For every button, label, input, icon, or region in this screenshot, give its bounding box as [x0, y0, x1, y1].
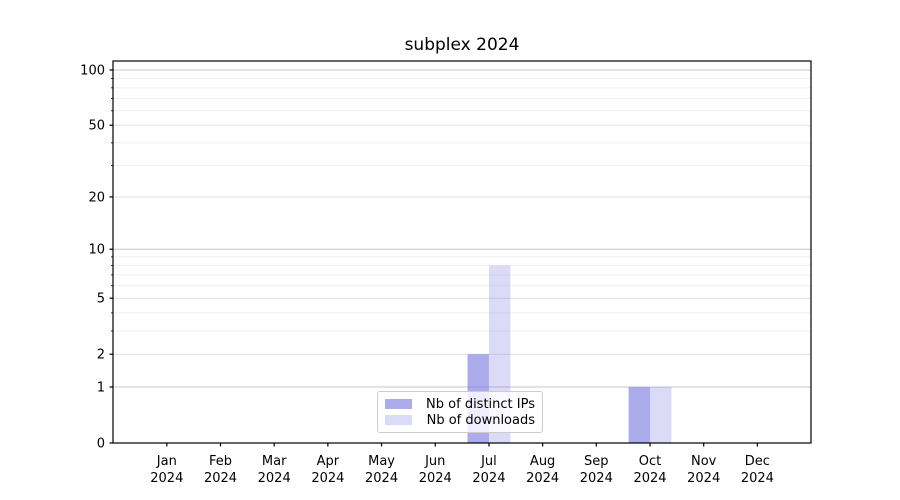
x-tick-label-month: May: [368, 454, 395, 469]
x-tick-label-year: 2024: [419, 471, 452, 486]
x-tick-label-year: 2024: [687, 471, 720, 486]
y-tick-label: 0: [97, 437, 105, 452]
bar-distinct-ips: [628, 386, 651, 443]
y-tick-label: 10: [88, 243, 105, 258]
x-tick-label-month: Nov: [691, 454, 717, 469]
x-tick-label-year: 2024: [204, 471, 237, 486]
x-tick-label-year: 2024: [526, 471, 559, 486]
y-tick-label: 50: [88, 119, 105, 134]
x-tick-label-month: Dec: [745, 454, 770, 469]
chart-title: subplex 2024: [404, 35, 520, 55]
x-tick-label-month: Jul: [480, 454, 497, 469]
legend-swatch-distinct-ips: [385, 399, 412, 409]
x-tick-label-year: 2024: [365, 471, 398, 486]
x-tick-label-month: Jun: [424, 454, 445, 469]
x-tick-label-year: 2024: [258, 471, 291, 486]
legend-box: Nb of distinct IPs Nb of downloads: [377, 391, 543, 433]
x-tick-label-month: Jan: [156, 454, 177, 469]
legend-item: Nb of distinct IPs: [385, 396, 535, 412]
x-tick-label-year: 2024: [580, 471, 613, 486]
x-tick-label-month: Oct: [639, 454, 661, 469]
legend-item: Nb of downloads: [385, 412, 535, 428]
x-tick-label-month: Mar: [262, 454, 287, 469]
legend-label: Nb of distinct IPs: [426, 396, 535, 412]
plot-border: [112, 60, 812, 444]
x-tick-label-month: Feb: [209, 454, 232, 469]
x-tick-label-year: 2024: [633, 471, 666, 486]
y-tick-label: 20: [88, 190, 105, 205]
x-tick-label-year: 2024: [472, 471, 505, 486]
x-tick-label-month: Sep: [584, 454, 609, 469]
x-tick-label-year: 2024: [741, 471, 774, 486]
legend-label: Nb of downloads: [426, 412, 535, 428]
x-tick-label-year: 2024: [150, 471, 183, 486]
y-tick-label: 100: [80, 64, 105, 79]
x-tick-label-month: Aug: [530, 454, 555, 469]
y-tick-label: 2: [97, 348, 105, 363]
x-tick-label-month: Apr: [317, 454, 340, 469]
y-tick-label: 1: [97, 380, 105, 395]
y-tick-label: 5: [97, 292, 105, 307]
x-tick-label-year: 2024: [311, 471, 344, 486]
legend-swatch-downloads: [385, 415, 412, 425]
bar-downloads: [650, 386, 672, 443]
